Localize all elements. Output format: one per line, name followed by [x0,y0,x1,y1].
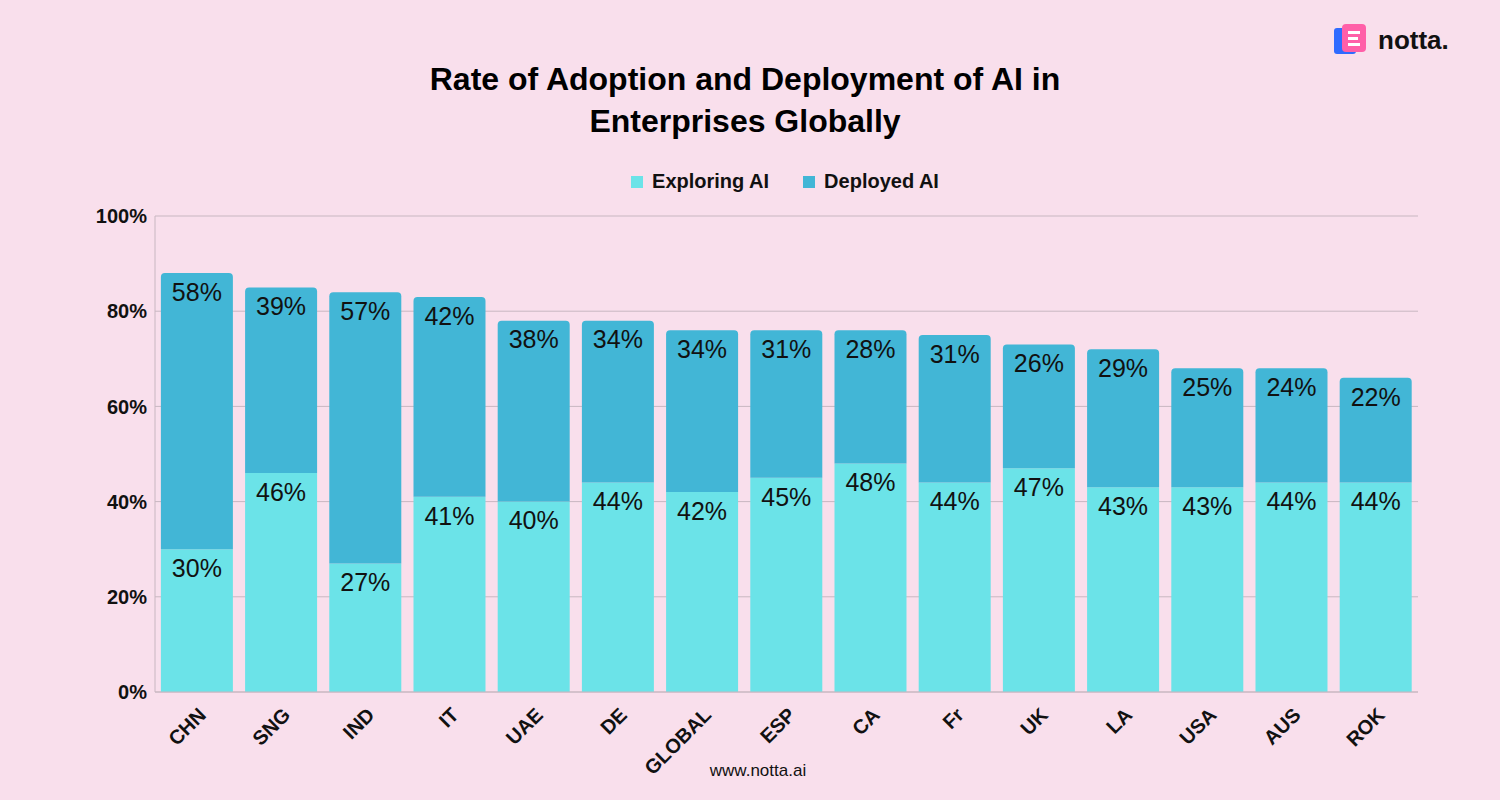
svg-text:USA: USA [1175,703,1220,748]
svg-text:48%: 48% [845,468,895,496]
html-text:Deployed AI: Deployed AI [824,170,939,192]
svg-text:29%: 29% [1098,354,1148,382]
svg-text:CHN: CHN [164,703,210,749]
svg-text:40%: 40% [509,506,559,534]
svg-text:27%: 27% [340,568,390,596]
svg-text:31%: 31% [930,340,980,368]
svg-text:0%: 0% [118,681,147,703]
svg-text:46%: 46% [256,478,306,506]
svg-text:26%: 26% [1014,349,1064,377]
svg-text:25%: 25% [1182,373,1232,401]
svg-text:DE: DE [596,703,631,738]
svg-text:AUS: AUS [1259,703,1304,748]
svg-text:28%: 28% [845,335,895,363]
svg-text:LA: LA [1102,703,1136,737]
svg-text:41%: 41% [424,502,474,530]
svg-text:22%: 22% [1351,383,1401,411]
svg-text:31%: 31% [761,335,811,363]
svg-text:Fr: Fr [938,703,968,733]
svg-text:CA: CA [848,703,884,739]
svg-text:24%: 24% [1266,373,1316,401]
svg-text:40%: 40% [107,491,147,513]
svg-text:42%: 42% [677,497,727,525]
svg-text:GLOBAL: GLOBAL [640,703,715,778]
svg-text:43%: 43% [1182,492,1232,520]
svg-text:34%: 34% [677,335,727,363]
svg-text:43%: 43% [1098,492,1148,520]
svg-text:100%: 100% [96,205,147,227]
svg-text:IT: IT [435,703,463,731]
html-text:notta.: notta. [1378,24,1449,55]
svg-text:IND: IND [339,703,379,743]
html-text:www.notta.ai: www.notta.ai [709,761,807,780]
svg-text:44%: 44% [930,487,980,515]
svg-text:ROK: ROK [1342,703,1389,750]
svg-text:57%: 57% [340,297,390,325]
html-text:Exploring AI: Exploring AI [652,170,770,192]
svg-text:39%: 39% [256,292,306,320]
svg-text:45%: 45% [761,483,811,511]
svg-text:44%: 44% [593,487,643,515]
svg-text:UAE: UAE [501,703,546,748]
svg-text:44%: 44% [1266,487,1316,515]
svg-text:SNG: SNG [248,703,294,749]
svg-text:42%: 42% [424,302,474,330]
svg-text:UK: UK [1016,703,1052,739]
html-text:Rate of Adoption and Deploymen: Rate of Adoption and Deployment of AI in… [429,61,1061,139]
svg-text:30%: 30% [172,554,222,582]
svg-text:44%: 44% [1351,487,1401,515]
svg-text:80%: 80% [107,300,147,322]
svg-text:20%: 20% [107,586,147,608]
svg-text:60%: 60% [107,396,147,418]
svg-text:58%: 58% [172,278,222,306]
svg-text:38%: 38% [509,325,559,353]
svg-text:ESP: ESP [756,703,800,747]
svg-text:34%: 34% [593,325,643,353]
svg-text:47%: 47% [1014,473,1064,501]
